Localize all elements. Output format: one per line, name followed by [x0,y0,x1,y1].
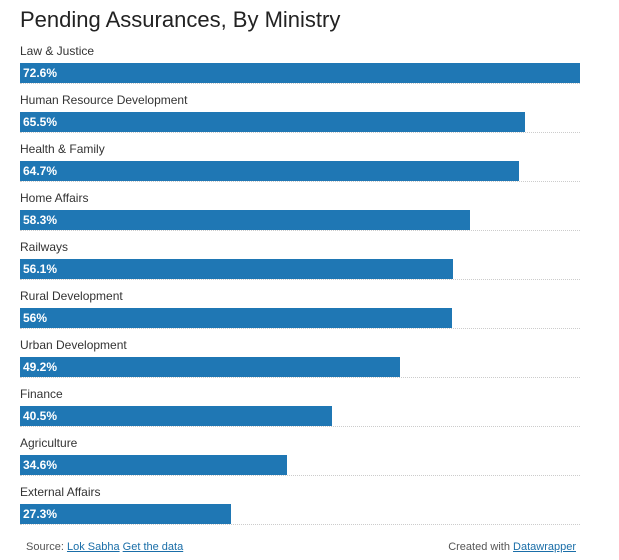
bar: 34.6% [20,455,287,475]
bar-track: 49.2% [20,357,580,378]
bar-row: Law & Justice 72.6% [20,41,580,90]
bar-track: 58.3% [20,210,580,231]
bar: 58.3% [20,210,470,230]
bar-track: 65.5% [20,112,580,133]
category-label: Health & Family [20,142,105,156]
datawrapper-link[interactable]: Datawrapper [513,541,576,553]
bar: 56.1% [20,259,453,279]
bar-row: External Affairs 27.3% [20,482,580,531]
bar-row: Home Affairs 58.3% [20,188,580,237]
source-link[interactable]: Lok Sabha [66,541,120,553]
category-label: Law & Justice [20,44,95,58]
bar-row: Urban Development 49.2% [20,335,580,384]
bar-value-label: 65.5% [23,115,58,129]
bar-row: Rural Development 56% [20,286,580,335]
category-label: Human Resource Development [20,93,188,107]
bar-track: 56.1% [20,259,580,280]
bar-track: 64.7% [20,161,580,182]
bar-value-label: 40.5% [23,409,58,423]
chart-title: Pending Assurances, By Ministry [20,7,341,32]
bar-track: 27.3% [20,504,580,525]
bar-value-label: 64.7% [23,164,58,178]
bar-row: Health & Family 64.7% [20,139,580,188]
bar-value-label: 56% [23,311,48,325]
chart-footer: Source: Lok Sabha Get the data Created w… [26,541,576,556]
bar-value-label: 27.3% [23,507,58,521]
bar: 40.5% [20,406,332,426]
bar-row: Finance 40.5% [20,384,580,433]
credit-prefix: Created with [448,541,510,553]
bar-track: 56% [20,308,580,329]
bar-track: 34.6% [20,455,580,476]
category-label: Home Affairs [20,191,89,205]
credit-line: Created with Datawrapper [448,541,576,553]
bar-value-label: 58.3% [23,213,58,227]
source-line: Source: Lok Sabha Get the data [26,541,183,553]
category-label: Railways [20,240,69,254]
bar: 64.7% [20,161,519,181]
bar: 49.2% [20,357,400,377]
bar: 27.3% [20,504,231,524]
category-label: Agriculture [20,436,78,450]
bar-value-label: 72.6% [23,66,58,80]
bar-value-label: 34.6% [23,458,58,472]
bar-track: 72.6% [20,63,580,84]
bar: 72.6% [20,63,580,83]
category-label: Finance [20,387,63,401]
source-prefix: Source: [26,541,64,553]
get-data-link[interactable]: Get the data [122,541,184,553]
bar-row: Railways 56.1% [20,237,580,286]
category-label: External Affairs [20,485,101,499]
bar-value-label: 49.2% [23,360,58,374]
bar: 65.5% [20,112,525,132]
bar: 56% [20,308,452,328]
category-label: Urban Development [20,338,127,352]
bar-track: 40.5% [20,406,580,427]
category-label: Rural Development [20,289,123,303]
bar-row: Human Resource Development 65.5% [20,90,580,139]
bar-value-label: 56.1% [23,262,58,276]
bar-row: Agriculture 34.6% [20,433,580,482]
